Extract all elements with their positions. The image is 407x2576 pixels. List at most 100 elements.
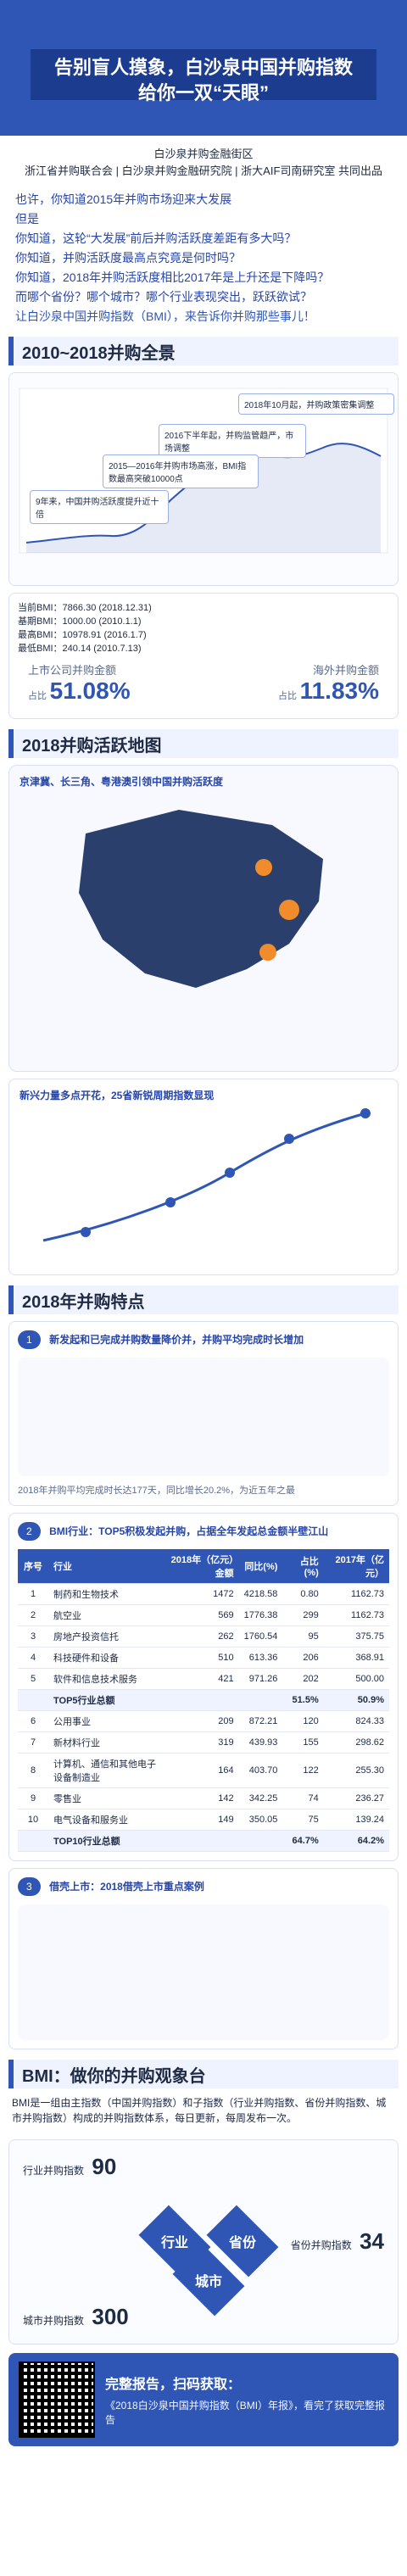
intro-q5: 你知道，2018年并购活跃度相比2017年是上升还是下降吗？: [15, 270, 330, 284]
kpi-overseas-label: 海外并购金额: [312, 664, 379, 677]
intro-q1: 也许，你知道2015年并购市场迎来大发展: [15, 192, 232, 206]
bmi-count-2-label: 省份并购指数: [290, 2239, 352, 2251]
intro-q3: 你知道，这轮“大发展”前后并购活跃度差距有多大吗？: [15, 231, 297, 245]
intro-questions: 也许，你知道2015年并购市场迎来大发展 但是 你知道，这轮“大发展”前后并购活…: [0, 180, 407, 337]
section-title-overview: 2010~2018并购全景: [8, 337, 399, 365]
emerging-heading-text: 新兴力量多点开花，25省新锐周期指数显现: [20, 1090, 215, 1101]
overview-stat-4: 最低BMI：240.14 (2010.7.13): [18, 644, 142, 654]
org-line2: 浙江省并购联合会 | 白沙泉并购金融研究院 | 浙大AIF司南研究室 共同出品: [24, 164, 383, 177]
overview-callout-2-text: 2016下半年起，并购监管趋严，市场调整: [164, 432, 294, 454]
overview-stat-2: 基期BMI：1000.00 (2010.1.1): [18, 616, 142, 627]
th-industry: 行业: [48, 1549, 166, 1584]
section-title-overview-text: 2010~2018并购全景: [22, 343, 176, 363]
bmi-diagram: 行业并购指数 90 省份并购指数 34 城市并购指数 300 行业 省份 城市: [8, 2139, 399, 2345]
table-row: 3 房地产投资信托 262 1760.54 95 375.75: [18, 1625, 389, 1648]
kpi-overseas: 海外并购金额 占比 11.83%: [278, 661, 379, 705]
emerging-heading: 新兴力量多点开花，25省新锐周期指数显现: [20, 1088, 214, 1102]
hero-title-line2: 给你一双“天眼”: [137, 82, 269, 103]
emerging-panel: 新兴力量多点开花，25省新锐周期指数显现: [8, 1079, 399, 1275]
hero-title-box: [31, 49, 376, 100]
map-hotspot-beijing: [255, 859, 272, 876]
feature-1-panel: 1 新发起和已完成并购数量降价并，并购平均完成时长增加 2018年并购平均完成时…: [8, 1321, 399, 1506]
china-heatmap: [79, 810, 323, 988]
feature-3-body: [18, 1904, 389, 2040]
intro-q6: 而哪个省份？哪个城市？哪个行业表现突出，跃跃欲试？: [15, 290, 312, 304]
table-row: 7 新材料行业 319 439.93 155 298.62: [18, 1731, 389, 1754]
map-hotspot-shanghai: [279, 900, 299, 920]
section-title-features: 2018年并购特点: [8, 1285, 399, 1314]
table-row: 6 公用事业 209 872.21 120 824.33: [18, 1710, 389, 1732]
kpi-overseas-value-row: 占比 11.83%: [278, 677, 379, 705]
bmi-label-province: 省份: [228, 2235, 257, 2250]
emerging-chart: [42, 1108, 371, 1242]
intro-q7: 让白沙泉中国并购指数（BMI），来告诉你并购那些事儿！: [15, 309, 315, 323]
feature-2-panel: 2 BMI行业：TOP5积极发起并购，占据全年发起总金额半壁江山 序号 行业 2…: [8, 1513, 399, 1861]
map-heading-text: 京津冀、长三角、粤港澳引领中国并购活跃度: [20, 776, 224, 788]
table-row: 4 科技硬件和设备 510 613.36 206 368.91: [18, 1647, 389, 1669]
hero-banner: 告别盲人摸象，白沙泉中国并购指数 给你一双“天眼”: [0, 0, 407, 136]
table-row: 9 零售业 142 342.25 74 236.27: [18, 1787, 389, 1809]
footer-caption: 《2018白沙泉中国并购指数（BMI）年报》，看完了获取完整报告: [105, 2400, 386, 2426]
intro-q4: 你知道，并购活跃度最高点究竟是何时吗？: [15, 251, 241, 265]
bmi-label-city: 城市: [194, 2274, 223, 2289]
overview-callout-1-text: 2018年10月起，并购政策密集调整: [244, 401, 375, 410]
table-row: 2 航空业 569 1776.38 299 1162.73: [18, 1604, 389, 1626]
footer-text: 完整报告，扫码获取： 《2018白沙泉中国并购指数（BMI）年报》，看完了获取完…: [105, 2372, 388, 2427]
kpi-overseas-value: 11.83%: [299, 677, 379, 704]
map-panel: 京津冀、长三角、粤港澳引领中国并购活跃度: [8, 765, 399, 1072]
overview-stats: 当前BMI：7866.30 (2018.12.31) 基期BMI：1000.00…: [8, 593, 399, 719]
bmi-count-1-label: 行业并购指数: [23, 2165, 85, 2177]
map-shape: [79, 810, 323, 988]
bmi-label-industry: 行业: [160, 2235, 189, 2250]
th-index: 序号: [18, 1549, 48, 1584]
feature-2-text: BMI行业：TOP5积极发起并购，占据全年发起总金额半壁江山: [49, 1525, 329, 1537]
bmi-count-3-label: 城市并购指数: [23, 2315, 85, 2327]
section-title-features-text: 2018年并购特点: [22, 1292, 145, 1312]
section-title-map-text: 2018并购活跃地图: [22, 736, 162, 756]
overview-stat-3: 最高BMI：10978.91 (2016.1.7): [18, 630, 147, 640]
table-row: 10 电气设备和服务业 149 350.05 75 139.24: [18, 1809, 389, 1831]
industry-table-body: 1 制药和生物技术 1472 4218.58 0.80 1162.73 2 航空业 569 17…: [18, 1583, 389, 1852]
org-line1: 白沙泉并购金融街区: [153, 148, 254, 160]
overview-callout-2: 2016下半年起，并购监管趋严，市场调整: [159, 424, 306, 458]
overview-callout-4: 9年来，中国并购活跃度提升近十倍: [30, 490, 169, 524]
th-share: 占比(%): [282, 1549, 324, 1584]
table-row-total-top10: TOP10行业总额 64.7% 64.2%: [18, 1830, 389, 1852]
overview-kpis: 上市公司并购金额 占比 51.08% 海外并购金额 占比 11.83%: [18, 655, 389, 711]
feature-3-text: 借壳上市：2018借壳上市重点案例: [49, 1881, 204, 1893]
feature-1-text: 新发起和已完成并购数量降价并，并购平均完成时长增加: [49, 1334, 304, 1346]
feature-1-tag: 1: [18, 1330, 41, 1349]
table-row: 1 制药和生物技术 1472 4218.58 0.80 1162.73: [18, 1583, 389, 1605]
table-row: 8 计算机、通信和其他电子设备制造业 164 403.70 122 255.30: [18, 1753, 389, 1788]
overview-callout-1: 2018年10月起，并购政策密集调整: [238, 393, 394, 415]
hero-title-line1: 告别盲人摸象，白沙泉中国并购指数: [53, 57, 353, 78]
feature-3-tag: 3: [18, 1877, 41, 1896]
feature-1-charts: [18, 1358, 389, 1476]
bmi-count-1: 行业并购指数 90: [23, 2154, 116, 2180]
bmi-diamond: 行业 省份 城市: [138, 2177, 279, 2317]
organizers: 白沙泉并购金融街区 浙江省并购联合会 | 白沙泉并购金融研究院 | 浙大AIF司…: [0, 136, 407, 180]
footer: 完整报告，扫码获取： 《2018白沙泉中国并购指数（BMI）年报》，看完了获取完…: [8, 2353, 399, 2446]
bmi-count-3-value: 300: [92, 2304, 129, 2329]
map-heading: 京津冀、长三角、粤港澳引领中国并购活跃度: [20, 774, 223, 789]
qr-code[interactable]: [19, 2361, 95, 2438]
bmi-intro: BMI是一组由主指数（中国并购指数）和子指数（行业并购指数、省份并购指数、城市并…: [12, 2097, 387, 2124]
overview-panel: 2018年10月起，并购政策密集调整 2016下半年起，并购监管趋严，市场调整 …: [8, 372, 399, 586]
kpi-listed-label: 上市公司并购金额: [28, 664, 117, 677]
footer-left: 完整报告，扫码获取：: [105, 2378, 242, 2392]
kpi-listed-value: 51.08%: [49, 677, 131, 704]
feature-3-panel: 3 借壳上市：2018借壳上市重点案例: [8, 1868, 399, 2049]
section-title-bmi: BMI：做你的并购观象台: [8, 2060, 399, 2088]
table-row: 5 软件和信息技术服务 421 971.26 202 500.00: [18, 1668, 389, 1690]
bmi-count-3: 城市并购指数 300: [23, 2304, 129, 2330]
th-amount: 2018年（亿元）金额: [165, 1549, 239, 1584]
feature-2-tag: 2: [18, 1522, 41, 1541]
map-hotspot-guangdong: [259, 944, 276, 961]
kpi-share-prefix-1: 占比: [28, 691, 47, 701]
th-2017: 2017年（亿元）: [323, 1549, 389, 1584]
kpi-listed-value-row: 占比 51.08%: [28, 677, 131, 705]
feature-note: 2018年并购平均完成时长达177天，同比增长20.2%，为近五年之最: [18, 1486, 296, 1496]
industry-table: 序号 行业 2018年（亿元）金额 同比(%) 占比(%) 2017年（亿元） …: [18, 1549, 389, 1852]
overview-callout-3-text: 2015—2016年并购市场高涨，BMI指数最高突破10000点: [109, 462, 247, 484]
